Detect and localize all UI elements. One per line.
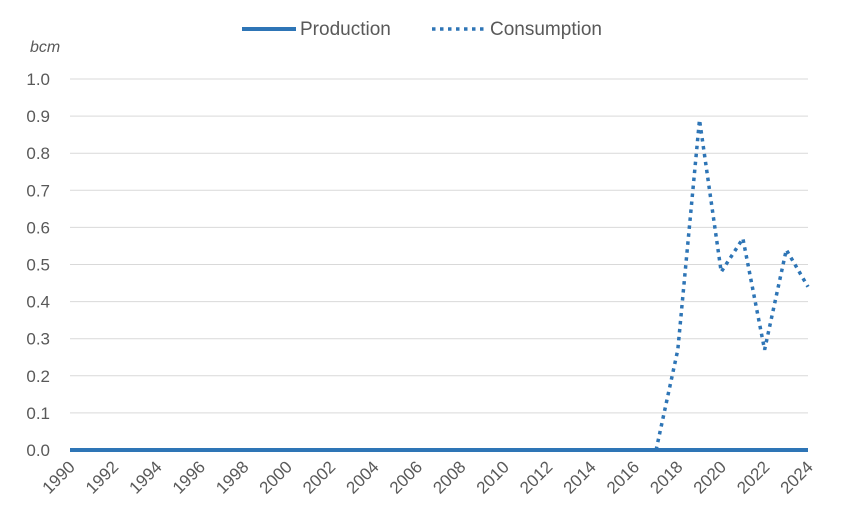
x-tick-label: 2018 [646, 457, 686, 497]
y-tick-label: 0.4 [26, 293, 50, 312]
y-tick-label: 1.0 [26, 70, 50, 89]
x-tick-label: 2016 [603, 457, 643, 497]
x-tick-label: 1996 [169, 457, 209, 497]
y-axis-label: bcm [30, 39, 60, 56]
y-tick-label: 0.5 [26, 256, 50, 275]
y-tick-label: 0.3 [26, 330, 50, 349]
x-tick-label: 2024 [777, 457, 817, 497]
x-tick-label: 1992 [82, 457, 122, 497]
gridlines [70, 78, 808, 414]
y-tick-label: 0.1 [26, 404, 50, 423]
x-tick-label: 1994 [125, 457, 165, 497]
y-tick-label: 0.0 [26, 441, 50, 460]
legend-label-consumption: Consumption [490, 19, 602, 40]
x-tick-label: 2014 [560, 457, 600, 497]
y-tick-label: 0.2 [26, 367, 50, 386]
x-tick-label: 2008 [429, 457, 469, 497]
x-axis: 1990 1992 1994 1996 1998 2000 2002 2004 2006 2008… [39, 457, 817, 497]
y-tick-label: 0.6 [26, 218, 50, 237]
legend: Production Consumption [242, 19, 602, 40]
series-line-consumption [654, 119, 810, 451]
x-tick-label: 2002 [299, 457, 339, 497]
y-tick-label: 0.9 [26, 107, 50, 126]
x-tick-label: 2000 [256, 457, 296, 497]
x-tick-label: 2006 [386, 457, 426, 497]
series-lines [70, 119, 810, 452]
x-tick-label: 2004 [343, 457, 383, 497]
x-tick-label: 1998 [212, 457, 252, 497]
y-axis: 0.0 0.1 0.2 0.3 0.4 0.5 0.6 0.7 0.8 0.9 1.0 [26, 70, 50, 460]
x-tick-label: 2012 [516, 457, 556, 497]
y-tick-label: 0.8 [26, 144, 50, 163]
x-tick-label: 1990 [39, 457, 79, 497]
x-tick-label: 2022 [733, 457, 773, 497]
x-tick-label: 2010 [473, 457, 513, 497]
legend-label-production: Production [300, 19, 391, 40]
y-tick-label: 0.7 [26, 181, 50, 200]
x-tick-label: 2020 [690, 457, 730, 497]
